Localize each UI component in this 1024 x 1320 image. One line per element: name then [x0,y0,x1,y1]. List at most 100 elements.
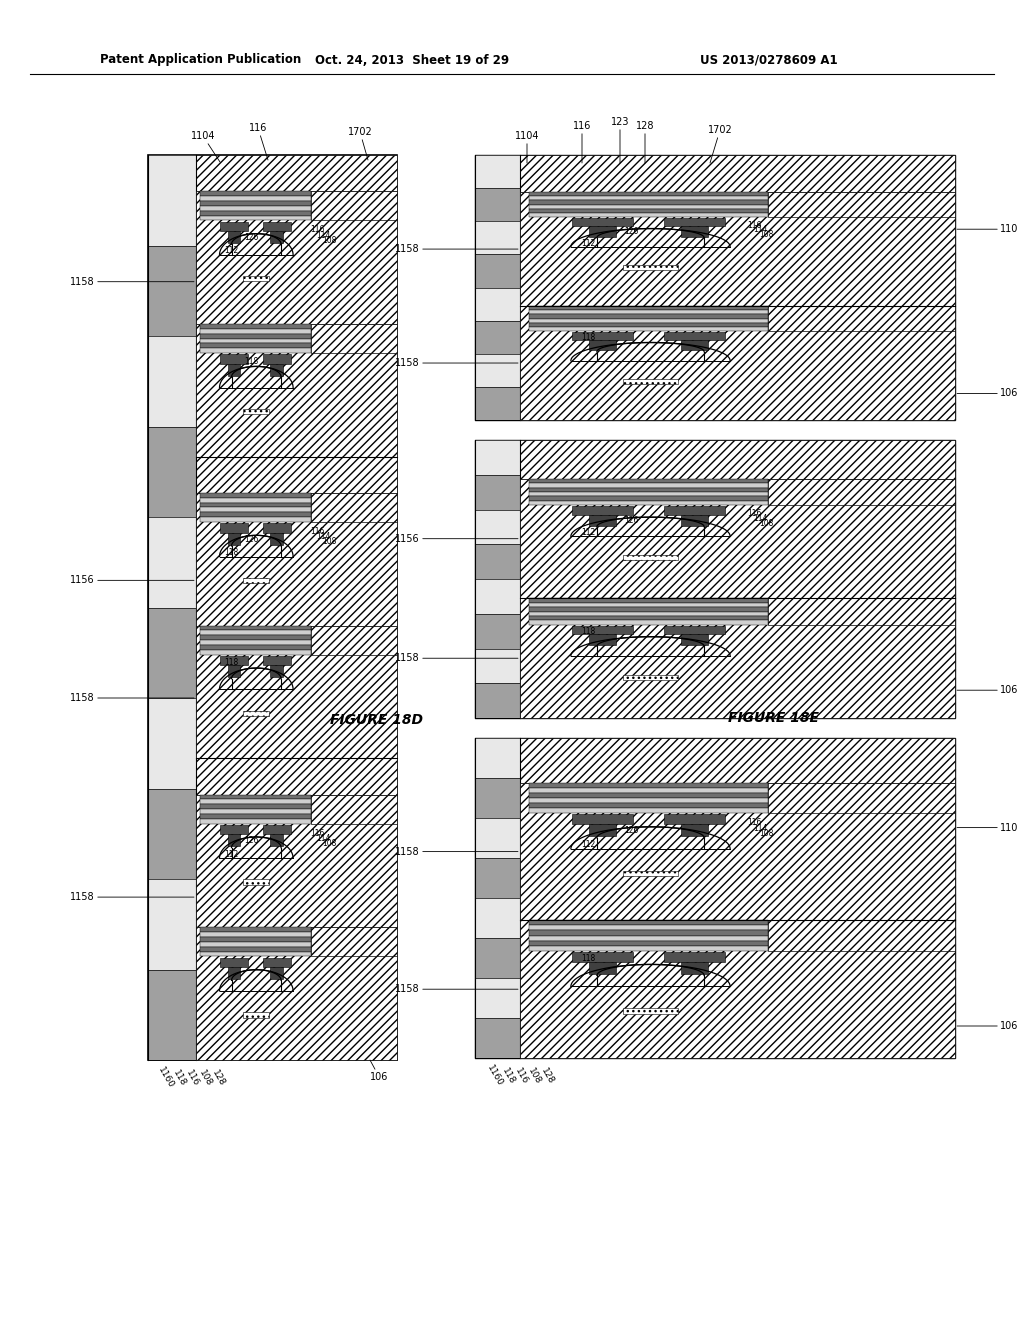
Bar [200,809,310,814]
Text: 110: 110 [957,224,1019,234]
Text: 128: 128 [210,1068,226,1088]
Text: 116: 116 [310,829,325,837]
Bar [220,825,248,834]
Bar [196,492,397,626]
Bar [148,337,196,426]
Bar [475,978,520,1018]
Text: 112: 112 [224,247,239,256]
Bar [623,871,678,876]
Text: 118: 118 [224,659,239,668]
Bar [589,962,615,974]
Text: 114: 114 [316,834,331,843]
Bar [262,958,291,968]
Bar [196,323,397,457]
Bar [623,265,678,269]
Bar [528,620,768,624]
Bar [589,824,615,837]
Bar [227,968,241,979]
Text: 1158: 1158 [395,985,518,994]
Text: 123: 123 [610,117,630,162]
Bar [681,635,709,645]
Bar [681,962,709,974]
Bar [270,968,283,979]
Bar [475,858,520,898]
Text: 128: 128 [636,121,654,162]
Text: 1104: 1104 [515,131,540,162]
Bar [528,483,768,487]
Bar [528,487,768,492]
Bar [310,492,397,523]
Text: 106: 106 [370,1060,388,1082]
Text: 114: 114 [754,824,768,833]
Bar [681,226,709,236]
Bar [262,222,291,231]
Bar [520,440,955,479]
Bar [528,793,768,797]
Bar [475,189,520,222]
Bar [475,387,520,420]
Text: 108: 108 [197,1068,213,1088]
Bar [200,932,310,937]
Text: 106: 106 [957,1020,1019,1031]
Bar [270,834,283,846]
Bar [200,338,310,343]
Text: 106: 106 [957,685,1019,696]
Bar [200,329,310,334]
Text: 118: 118 [581,954,595,964]
Bar [220,656,248,665]
Bar [768,783,955,813]
Bar [475,440,955,718]
Text: 1156: 1156 [395,533,518,544]
Text: 114: 114 [754,226,768,234]
Bar [220,524,248,533]
Bar [310,795,397,824]
Bar [200,942,310,946]
Bar [528,209,768,213]
Bar [520,738,955,783]
Text: 126: 126 [245,234,259,242]
Bar [148,788,196,879]
Bar [310,626,397,655]
Bar [528,479,768,483]
Bar [528,936,768,941]
Bar [148,879,196,969]
Bar [768,479,955,506]
Bar [148,246,196,337]
Bar [244,710,269,715]
Bar [768,193,955,218]
Bar [528,500,768,506]
Bar [200,334,310,338]
Bar [681,824,709,837]
Bar [623,379,678,384]
Bar [148,607,196,698]
Bar [768,306,955,331]
Text: 1156: 1156 [71,576,194,585]
Text: 1158: 1158 [395,653,518,663]
Bar [196,154,397,191]
Bar [244,879,269,884]
Bar [148,154,196,246]
Bar [475,475,520,510]
Bar [589,341,615,351]
Bar [244,409,269,414]
Text: 116: 116 [183,1068,201,1088]
Bar [227,231,241,243]
Bar [200,498,310,503]
Bar [200,952,310,957]
Bar [623,675,678,680]
Bar [200,215,310,220]
Bar [475,738,955,1059]
Bar [200,323,310,329]
Text: 118: 118 [581,627,595,636]
Text: 1104: 1104 [190,131,220,162]
Bar [310,927,397,957]
Text: 114: 114 [316,532,331,541]
Bar [148,517,196,607]
Bar [475,510,520,544]
Bar [520,306,955,420]
Bar [200,492,310,498]
Text: 126: 126 [625,227,639,236]
Bar [475,684,520,718]
Bar [200,649,310,655]
Bar [200,818,310,824]
